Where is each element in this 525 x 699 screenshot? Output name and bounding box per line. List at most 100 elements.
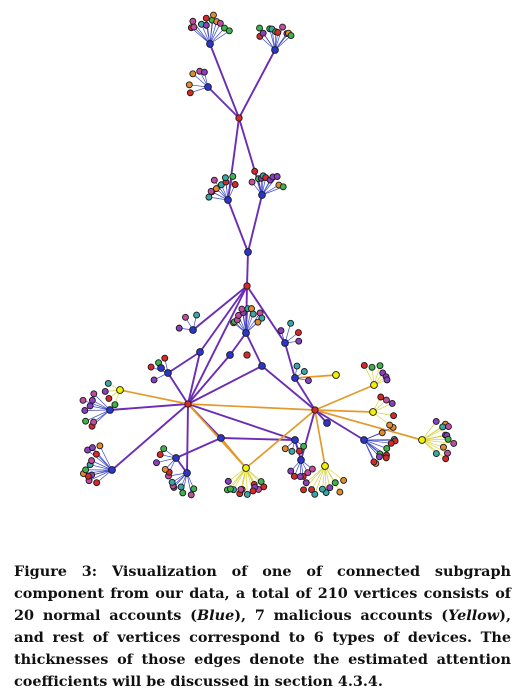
- leaf-device-vertex: [210, 176, 218, 184]
- malicious-account-vertex: [321, 462, 329, 470]
- leaf-device-vertex: [161, 354, 169, 362]
- trunk-edge: [227, 117, 240, 201]
- leaf-device-vertex: [179, 489, 187, 497]
- leaf-edge: [421, 439, 455, 444]
- leaf-device-vertex: [210, 11, 217, 19]
- leaf-device-vertex: [287, 467, 295, 475]
- leaf-device-vertex: [368, 363, 376, 371]
- leaf-device-vertex: [177, 483, 185, 491]
- leaf-device-vertex: [383, 444, 391, 452]
- leaf-edge: [227, 176, 234, 201]
- leaf-device-vertex: [370, 458, 378, 466]
- normal-account-vertex: [360, 436, 368, 444]
- leaf-edge: [213, 179, 229, 201]
- leaf-device-vertex: [444, 435, 452, 443]
- trunk-edge: [167, 351, 201, 374]
- leaf-edge: [87, 449, 113, 471]
- trunk-edge: [247, 194, 263, 253]
- edges-layer: [82, 14, 455, 496]
- leaf-device-vertex: [168, 478, 176, 486]
- malicious-edge: [187, 403, 316, 411]
- leaf-device-vertex: [161, 465, 169, 473]
- malicious-account-vertex: [116, 386, 124, 394]
- leaf-device-vertex: [308, 486, 316, 493]
- trunk-edge: [192, 285, 248, 331]
- leaf-device-vertex: [439, 423, 447, 431]
- leaf-device-vertex: [377, 393, 385, 401]
- trunk-edge: [187, 354, 231, 405]
- normal-account-vertex: [323, 419, 331, 427]
- device-hub-vertex: [235, 114, 243, 122]
- normal-account-vertex: [291, 436, 299, 444]
- leaf-device-vertex: [300, 442, 308, 450]
- leaf-edge: [85, 409, 111, 422]
- leaf-device-vertex: [326, 484, 334, 492]
- leaf-device-vertex: [432, 450, 440, 458]
- leaf-device-vertex: [82, 466, 90, 474]
- leaf-device-vertex: [288, 447, 296, 455]
- leaf-device-vertex: [88, 457, 95, 465]
- leaf-edge: [193, 26, 211, 45]
- leaf-device-vertex: [273, 173, 281, 180]
- malicious-account-vertex: [332, 371, 340, 379]
- leaf-device-vertex: [308, 465, 316, 473]
- trunk-edge: [187, 365, 263, 405]
- malicious-account-vertex: [242, 464, 250, 472]
- leaf-device-vertex: [383, 396, 390, 404]
- leaf-device-vertex: [336, 488, 344, 496]
- leaf-edge: [254, 170, 263, 196]
- leaf-edge: [305, 465, 326, 484]
- leaf-device-vertex: [382, 454, 390, 462]
- normal-account-vertex: [108, 466, 116, 474]
- leaf-device-vertex: [432, 417, 440, 425]
- leaf-device-vertex: [293, 362, 301, 370]
- normal-account-vertex: [164, 369, 172, 377]
- trunk-edge: [187, 351, 201, 405]
- leaf-device-vertex: [251, 167, 259, 175]
- leaf-edge: [245, 467, 248, 495]
- leaf-device-vertex: [216, 19, 224, 27]
- leaf-device-vertex: [300, 368, 308, 375]
- normal-account-vertex: [244, 248, 252, 256]
- leaf-edge: [421, 439, 447, 460]
- subgraph-visualization: [79, 11, 458, 499]
- trunk-edge: [187, 403, 296, 441]
- leaf-device-vertex: [249, 487, 257, 495]
- trunk-edge: [167, 372, 189, 405]
- malicious-edge: [245, 409, 316, 469]
- leaf-edge: [324, 465, 327, 493]
- device-hub-vertex: [184, 400, 192, 408]
- leaf-device-vertex: [259, 29, 267, 37]
- leaf-device-vertex: [202, 21, 210, 29]
- leaf-device-vertex: [340, 476, 348, 484]
- normal-account-vertex: [196, 348, 204, 356]
- leaf-device-vertex: [376, 362, 384, 370]
- caption-text-1: Visualization of one of connected subgra…: [14, 563, 511, 624]
- leaf-device-vertex: [304, 377, 312, 385]
- leaf-device-vertex: [189, 17, 197, 25]
- leaf-device-vertex: [444, 423, 452, 431]
- leaf-device-vertex: [257, 478, 265, 486]
- leaf-device-vertex: [221, 174, 229, 182]
- leaf-device-vertex: [224, 477, 232, 485]
- leaf-device-vertex: [360, 362, 368, 369]
- figure-caption: Figure 3: Visualization of one of connec…: [14, 561, 511, 693]
- caption-blue-word: Blue: [197, 607, 235, 624]
- leaf-device-vertex: [287, 32, 295, 40]
- leaf-device-vertex: [295, 447, 303, 455]
- leaf-device-vertex: [387, 439, 395, 447]
- leaf-device-vertex: [182, 313, 189, 321]
- leaf-edge: [209, 21, 218, 45]
- leaf-edge: [363, 439, 388, 449]
- leaf-device-vertex: [101, 388, 109, 395]
- leaf-edge: [88, 469, 113, 482]
- normal-account-vertex: [217, 434, 225, 442]
- leaf-edge: [421, 426, 444, 441]
- trunk-edge: [175, 437, 222, 459]
- normal-account-vertex: [281, 339, 289, 347]
- leaf-edge: [421, 438, 449, 441]
- leaf-device-vertex: [231, 181, 239, 188]
- trunk-edge: [186, 403, 189, 474]
- leaf-device-vertex: [300, 486, 307, 494]
- leaf-device-vertex: [189, 70, 197, 78]
